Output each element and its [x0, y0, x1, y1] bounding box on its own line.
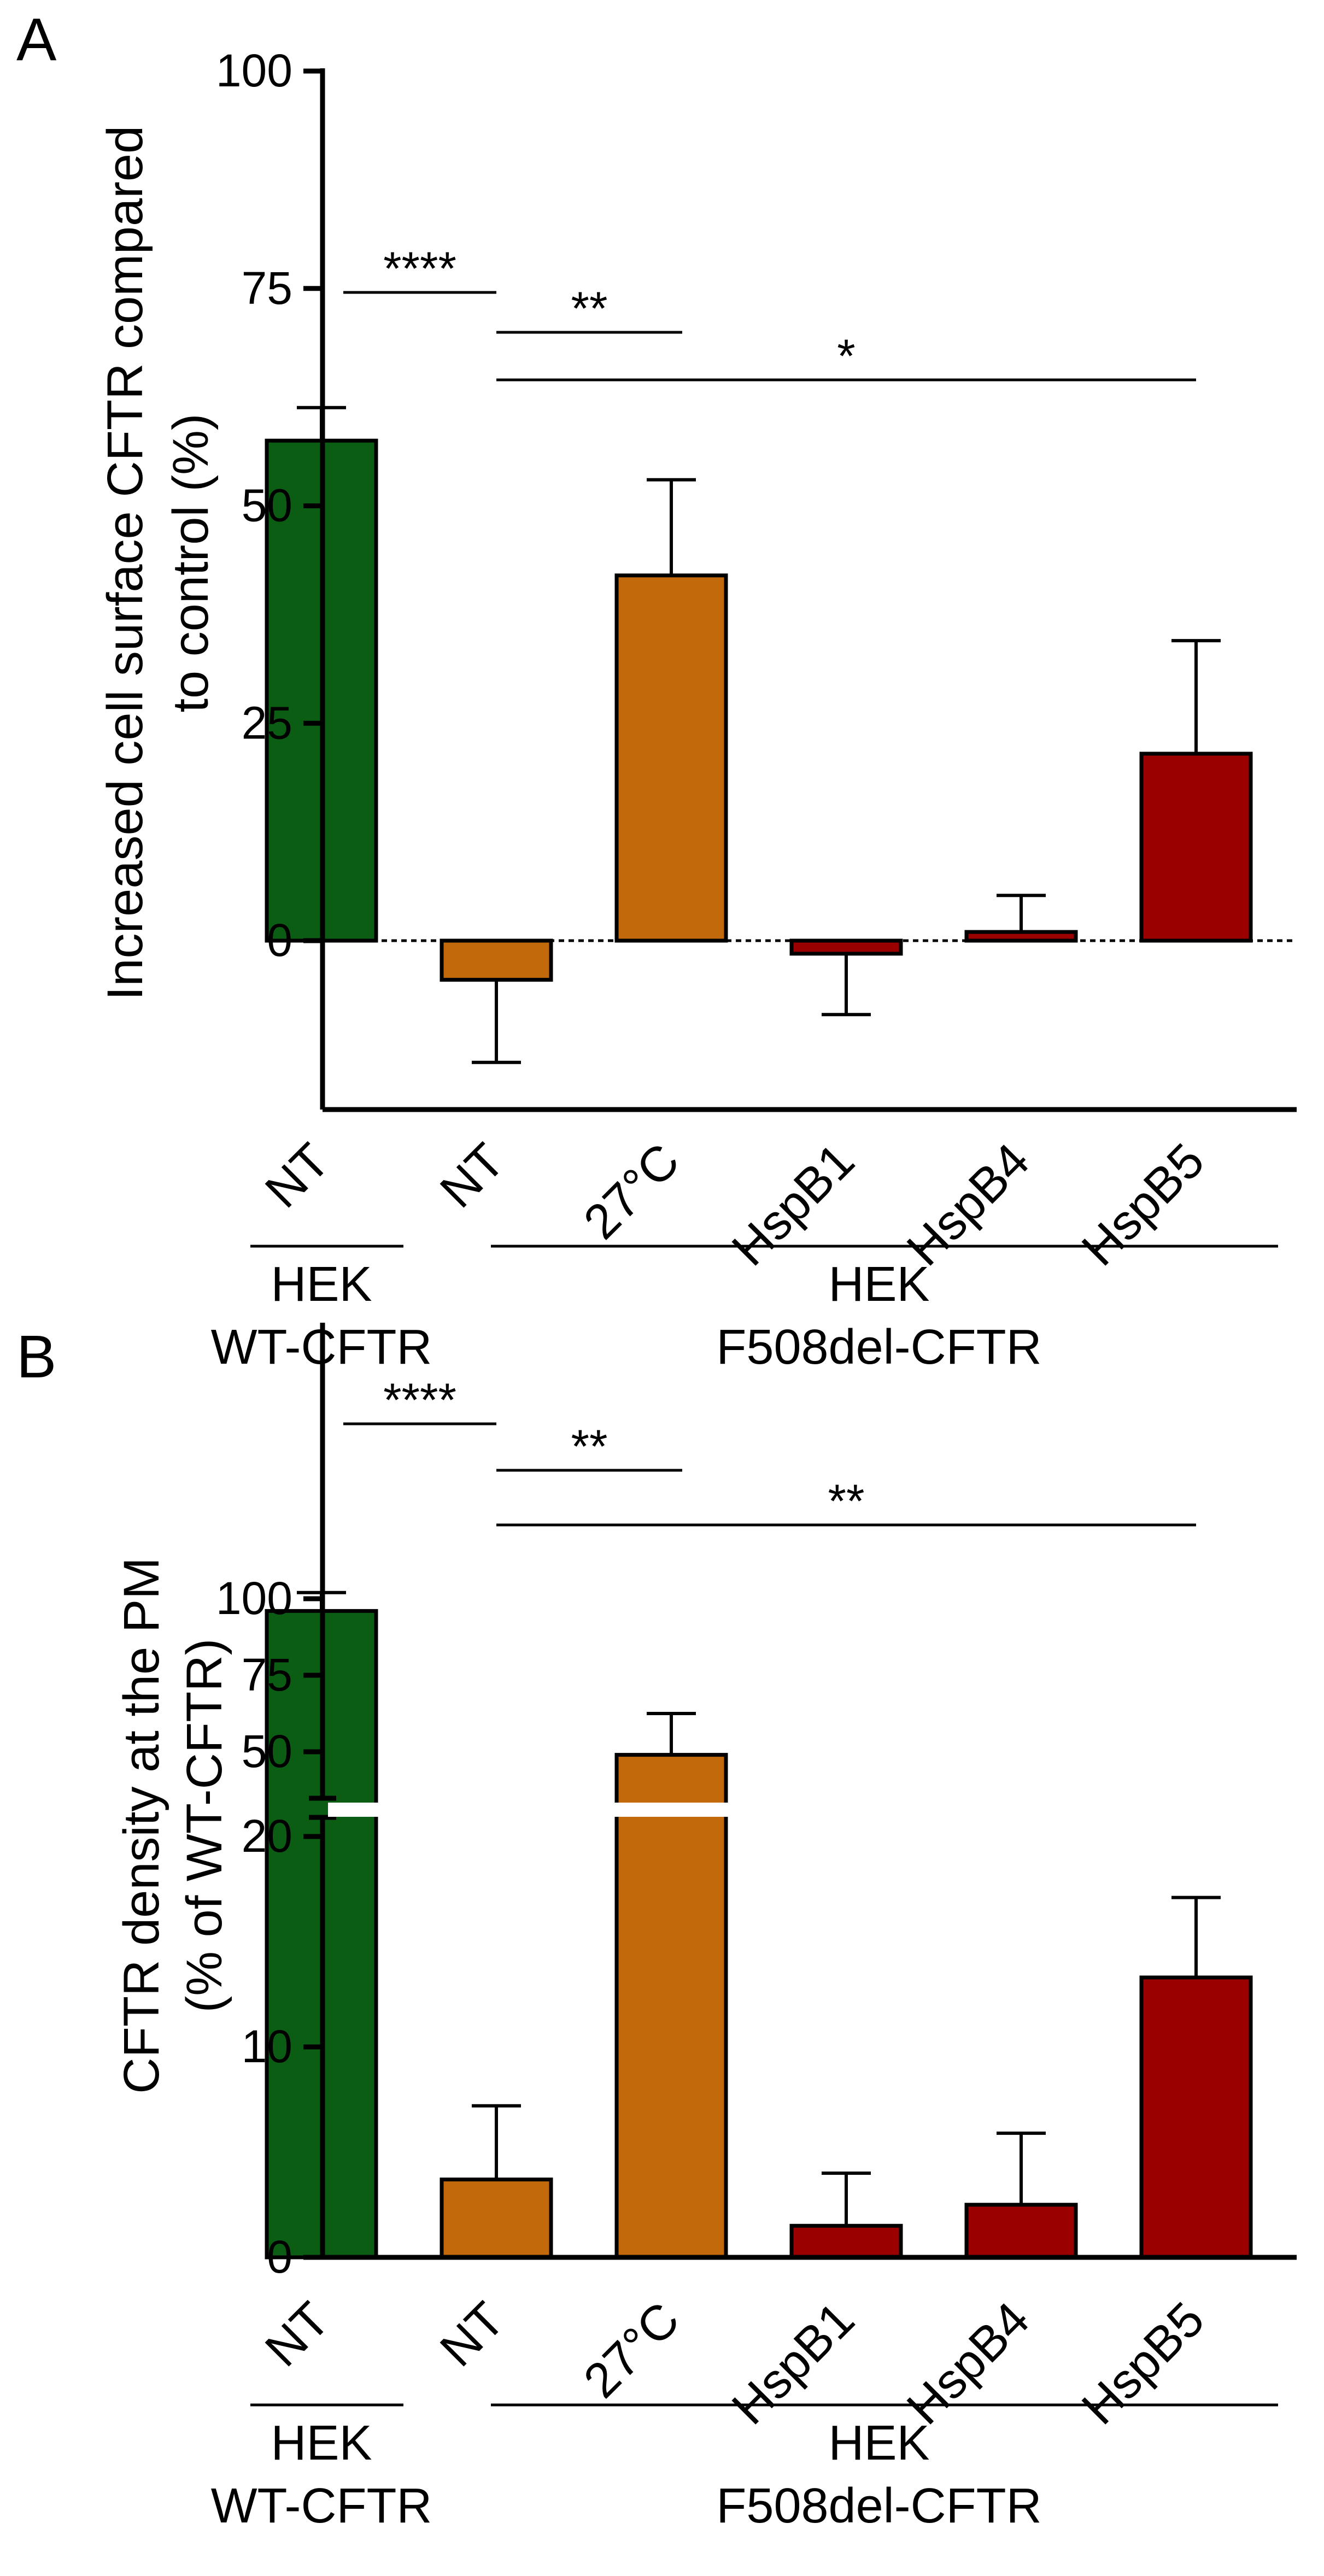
panel-b-bar-3-27c — [614, 1753, 728, 2260]
panel-a-sig-label-3: * — [837, 330, 855, 383]
panel-a-y-label-line-2: to control (%) — [163, 413, 219, 712]
panel-a-x-tick-6: HspB5 — [1071, 1133, 1215, 1276]
panel-b-bar-5-hspb4 — [964, 2203, 1078, 2260]
panel-b-chart: B CFTR density at the PM (% of WT-CFTR) … — [16, 1323, 1297, 2533]
panel-b-x-tick-3: 27°C — [573, 2292, 690, 2408]
panel-a-x-tick-4: HspB1 — [722, 1133, 865, 1276]
panel-b-sig-label-1: **** — [383, 1374, 456, 1427]
panel-b-y-tick-4: 50 — [242, 1726, 292, 1777]
panel-b-group-2-label-1: HEK — [828, 2416, 929, 2471]
panel-b-y-tick-3: 20 — [242, 1810, 292, 1862]
panel-a-bar-3-27c — [614, 573, 728, 943]
panel-a-group-1-label-1: HEK — [271, 1257, 372, 1312]
panel-b-y-tick-1: 0 — [267, 2231, 292, 2282]
panel-b-x-tick-4: HspB1 — [722, 2292, 865, 2435]
panel-b-x-tick-1: NT — [255, 2292, 341, 2377]
panel-b-sig-label-2: ** — [571, 1421, 608, 1473]
panel-b-x-tick-5: HspB4 — [897, 2292, 1040, 2435]
panel-a-bar-4-hspb1 — [789, 938, 903, 956]
panel-b-y-label-line-1: CFTR density at the PM — [114, 1557, 169, 2094]
panel-b-x-tick-6: HspB5 — [1071, 2292, 1215, 2435]
panel-a-x-tick-5: HspB4 — [897, 1133, 1040, 1276]
panel-b-bar-2-nt — [440, 2178, 553, 2260]
panel-a-bar-6-hspb5 — [1139, 752, 1253, 943]
panel-a-y-label-line-1: Increased cell surface CFTR compared — [97, 126, 153, 1000]
panel-a-letter: A — [16, 6, 57, 73]
panel-b-group-2-label-2: F508del-CFTR — [716, 2479, 1041, 2533]
panel-a-group-2-label-2: F508del-CFTR — [716, 1320, 1041, 1375]
panel-a-group-2-label-1: HEK — [828, 1257, 929, 1312]
panel-b-y-tick-6: 100 — [216, 1572, 292, 1624]
panel-a-x-tick-2: NT — [430, 1133, 515, 1218]
panel-b-letter: B — [16, 1323, 56, 1390]
panel-a-sig-label-1: **** — [383, 243, 456, 295]
panel-b-group-1-label-1: HEK — [271, 2416, 372, 2471]
panel-a-sig-label-2: ** — [571, 283, 608, 335]
panel-b-axis-break-gap — [328, 1803, 1297, 1817]
panel-b-y-tick-2: 10 — [242, 2021, 292, 2072]
panel-b-sig-label-3: ** — [828, 1475, 865, 1528]
panel-b-y-label-line-2: (% of WT-CFTR) — [177, 1639, 232, 2013]
panel-a-y-tick-4: 75 — [242, 262, 292, 314]
panel-a-y-axis-label: Increased cell surface CFTR compared to … — [97, 126, 219, 1000]
panel-a-x-tick-3: 27°C — [573, 1133, 690, 1249]
panel-a-chart: A Increased cell surface CFTR compared t… — [16, 6, 1297, 1375]
panel-b-y-axis-label: CFTR density at the PM (% of WT-CFTR) — [114, 1557, 232, 2094]
panel-b-y-tick-5: 75 — [242, 1649, 292, 1700]
panel-a-bar-2-nt — [440, 938, 553, 982]
panel-a-y-tick-5: 100 — [216, 45, 292, 96]
panel-a-y-tick-2: 25 — [242, 697, 292, 748]
panel-b-bar-6-hspb5 — [1139, 1975, 1253, 2260]
panel-a-y-tick-3: 50 — [242, 480, 292, 531]
panel-b-x-tick-2: NT — [430, 2292, 515, 2377]
panel-a-x-tick-1: NT — [255, 1133, 341, 1218]
panel-b-bar-4-hspb1 — [789, 2223, 903, 2260]
panel-a-y-tick-1: 0 — [267, 914, 292, 966]
panel-b-group-1-label-2: WT-CFTR — [211, 2479, 432, 2533]
